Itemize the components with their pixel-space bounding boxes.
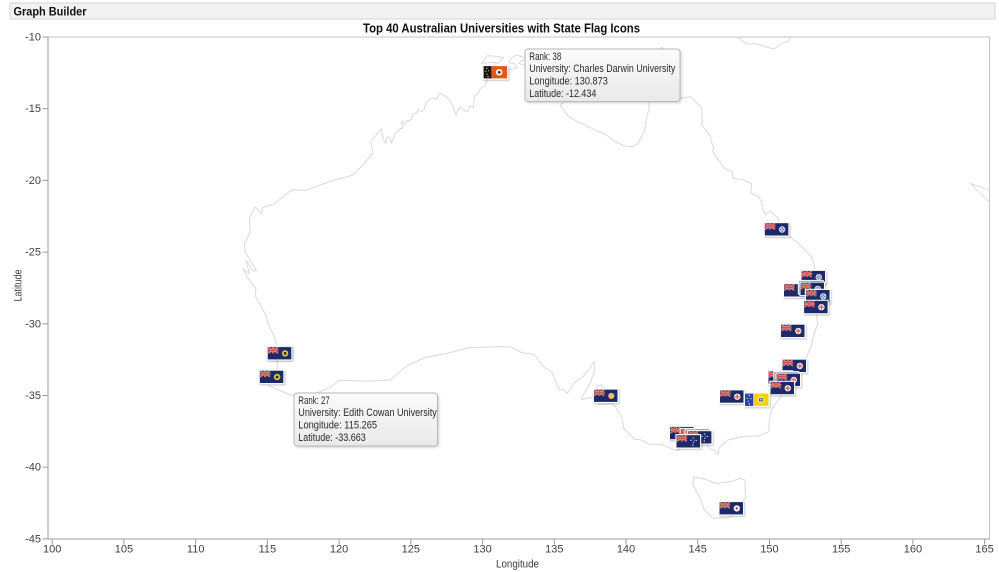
svg-text:Longitude: 130.873: Longitude: 130.873 <box>529 76 608 88</box>
svg-text:Latitude: -33.663: Latitude: -33.663 <box>298 432 366 444</box>
svg-text:-25: -25 <box>25 247 41 259</box>
svg-text:165: 165 <box>975 544 993 556</box>
svg-text:Longitude: 115.265: Longitude: 115.265 <box>298 420 377 432</box>
svg-text:125: 125 <box>402 544 420 556</box>
svg-text:135: 135 <box>545 544 563 556</box>
svg-text:160: 160 <box>904 544 922 556</box>
svg-text:-45: -45 <box>25 533 41 545</box>
svg-text:-40: -40 <box>25 462 41 474</box>
svg-text:-20: -20 <box>25 175 41 187</box>
svg-text:Graph Builder: Graph Builder <box>14 5 87 19</box>
svg-text:150: 150 <box>760 544 778 556</box>
svg-text:University: Charles Darwin Uni: University: Charles Darwin University <box>529 63 675 75</box>
svg-text:-15: -15 <box>25 103 41 115</box>
svg-text:105: 105 <box>115 544 133 556</box>
svg-text:Rank: 38: Rank: 38 <box>529 51 561 63</box>
svg-text:130: 130 <box>473 544 491 556</box>
svg-text:145: 145 <box>689 544 707 556</box>
svg-text:University: Edith Cowan Univer: University: Edith Cowan University <box>298 407 437 419</box>
svg-text:Longitude: Longitude <box>496 559 539 571</box>
svg-text:Latitude: Latitude <box>13 270 25 302</box>
svg-text:140: 140 <box>617 544 635 556</box>
svg-text:-10: -10 <box>25 32 41 44</box>
svg-text:Latitude: -12.434: Latitude: -12.434 <box>529 88 596 100</box>
svg-text:155: 155 <box>832 544 850 556</box>
svg-text:110: 110 <box>187 544 205 556</box>
svg-text:120: 120 <box>330 544 348 556</box>
svg-text:Rank: 27: Rank: 27 <box>298 395 330 407</box>
svg-text:-35: -35 <box>25 390 41 402</box>
svg-text:-30: -30 <box>25 318 41 330</box>
svg-text:Top 40 Australian Universities: Top 40 Australian Universities with Stat… <box>363 22 640 36</box>
svg-text:115: 115 <box>259 544 277 556</box>
svg-text:100: 100 <box>43 544 61 556</box>
